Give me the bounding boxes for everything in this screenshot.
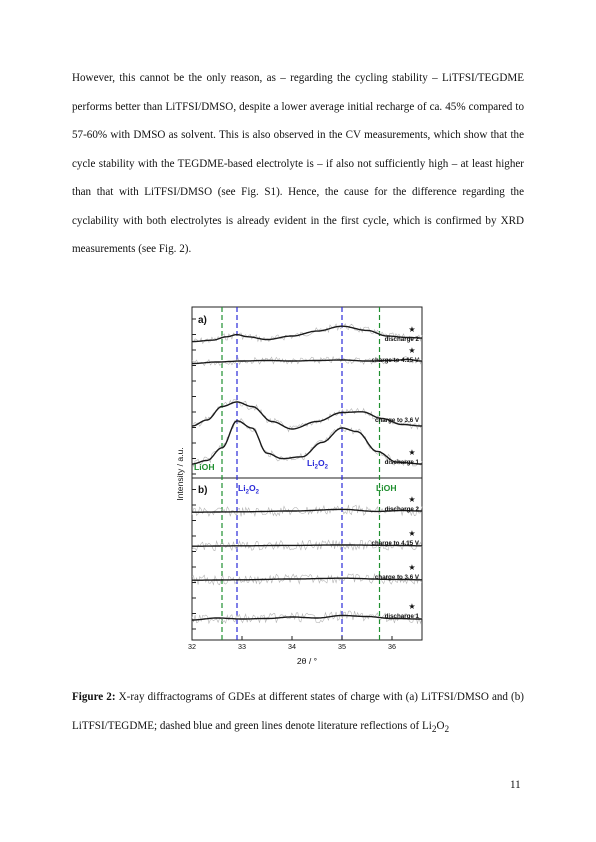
x-tick-label-35: 35	[338, 642, 346, 651]
xrd-figure: discharge 2 ★ charge to 4.15 V ★ charge to 3…	[175, 306, 423, 666]
caption-label: Figure 2:	[72, 691, 116, 703]
star-marker: ★	[408, 529, 415, 538]
lioh-label-a: LiOH	[194, 462, 215, 472]
x-tick-label-36: 36	[388, 642, 396, 651]
x-tick-label-34: 34	[288, 642, 296, 651]
reference-lines	[221, 307, 381, 640]
body-paragraph: However, this cannot be the only reason,…	[72, 72, 524, 255]
axis-ticks: 32 33 34 35 36	[188, 318, 396, 651]
trace-label-3: discharge 1	[385, 459, 420, 466]
x-axis-title: 2θ / °	[297, 656, 317, 666]
caption-subscript-2: 2	[444, 724, 450, 735]
smoothed-trace-b-0	[192, 508, 422, 513]
smoothed-trace-a-1	[192, 358, 422, 365]
smoothed-trace-b-1	[192, 544, 422, 547]
raw-trace-b-3	[191, 610, 423, 625]
raw-trace-b-2	[191, 572, 423, 586]
star-marker: ★	[408, 563, 415, 572]
x-tick-label-33: 33	[238, 642, 246, 651]
trace-label-0: discharge 2	[385, 506, 420, 513]
raw-trace-a-2	[191, 398, 423, 433]
page-number: 11	[510, 779, 521, 791]
trace-label-1: charge to 4.15 V	[372, 540, 420, 547]
smoothed-trace-b-3	[192, 614, 422, 621]
trace-label-0: discharge 2	[385, 336, 420, 343]
y-axis-title: Intensity / a.u.	[175, 447, 185, 501]
smoothed-trace-a-2	[191, 401, 422, 430]
smoothed-trace-b-2	[192, 577, 422, 581]
li2o2-label-b: Li2O2	[238, 483, 260, 496]
raw-trace-b-1	[191, 539, 423, 552]
star-marker: ★	[408, 346, 415, 355]
li2o2-label-a: Li2O2	[307, 458, 329, 471]
trace-label-1: charge to 4.15 V	[372, 357, 420, 364]
figure-caption: Figure 2: X-ray diffractograms of GDEs a…	[72, 683, 524, 744]
diffractogram-traces: discharge 2 ★ charge to 4.15 V ★ charge to 3…	[191, 323, 423, 625]
panel-label-a: a)	[198, 315, 207, 326]
caption-text-end: O	[436, 719, 445, 732]
trace-label-2: charge to 3.6 V	[375, 417, 420, 424]
star-marker: ★	[408, 495, 415, 504]
star-marker: ★	[408, 448, 415, 457]
trace-label-3: discharge 1	[385, 613, 420, 620]
smoothed-trace-a-0	[192, 325, 422, 343]
trace-label-2: charge to 3.6 V	[375, 574, 420, 581]
star-marker: ★	[408, 602, 415, 611]
lioh-label-b: LiOH	[376, 483, 397, 493]
panel-label-b: b)	[198, 485, 207, 496]
caption-subscript: 2	[431, 724, 437, 735]
star-marker: ★	[408, 325, 415, 334]
smoothed-trace-a-3	[191, 420, 422, 465]
x-tick-label-32: 32	[188, 642, 196, 651]
caption-text: X-ray diffractograms of GDEs at differen…	[72, 691, 524, 732]
